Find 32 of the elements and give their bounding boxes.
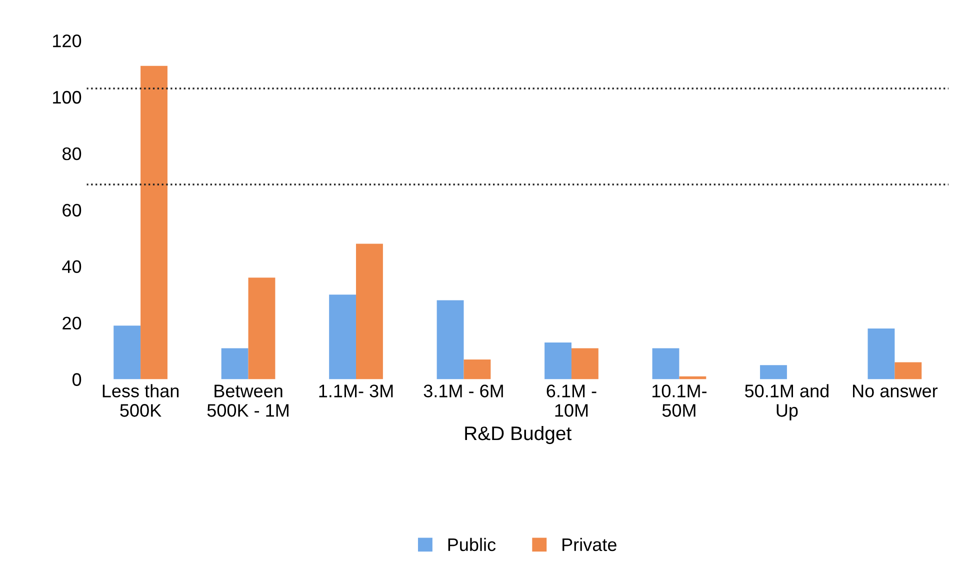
bar	[248, 278, 276, 380]
x-tick-label: 3.1M - 6M	[424, 384, 503, 398]
x-tick-label: Less than 500K	[102, 384, 179, 417]
y-tick-label: 80	[62, 147, 82, 160]
x-tick-label: 6.1M - 10M	[546, 384, 596, 417]
legend-label: Private	[562, 538, 616, 552]
y-tick-label: 0	[72, 373, 82, 386]
bar	[652, 348, 680, 380]
bar	[544, 342, 572, 380]
x-tick-label: 10.1M- 50M	[652, 384, 707, 417]
x-tick-label: Between 500K - 1M	[207, 384, 288, 417]
bar	[356, 244, 383, 380]
bar	[571, 348, 598, 380]
x-tick-label: 1.1M- 3M	[319, 384, 393, 398]
x-axis-title: R&D Budget	[465, 426, 572, 444]
bar	[329, 294, 356, 380]
bar	[221, 348, 248, 380]
y-tick-label: 120	[53, 34, 82, 48]
bar	[436, 300, 464, 380]
y-tick-label: 40	[62, 260, 82, 274]
x-tick-label: 50.1M and Up	[745, 384, 828, 420]
bar	[464, 359, 491, 380]
bar	[140, 66, 168, 380]
y-tick-label: 100	[53, 90, 82, 104]
bar	[760, 365, 787, 380]
x-tick-label: No answer	[853, 384, 938, 398]
y-tick-label: 60	[62, 204, 82, 217]
y-tick-label: 20	[62, 316, 82, 330]
bar	[868, 328, 895, 380]
bar	[114, 326, 141, 380]
legend-label: Public	[448, 538, 496, 552]
bar	[894, 362, 922, 380]
